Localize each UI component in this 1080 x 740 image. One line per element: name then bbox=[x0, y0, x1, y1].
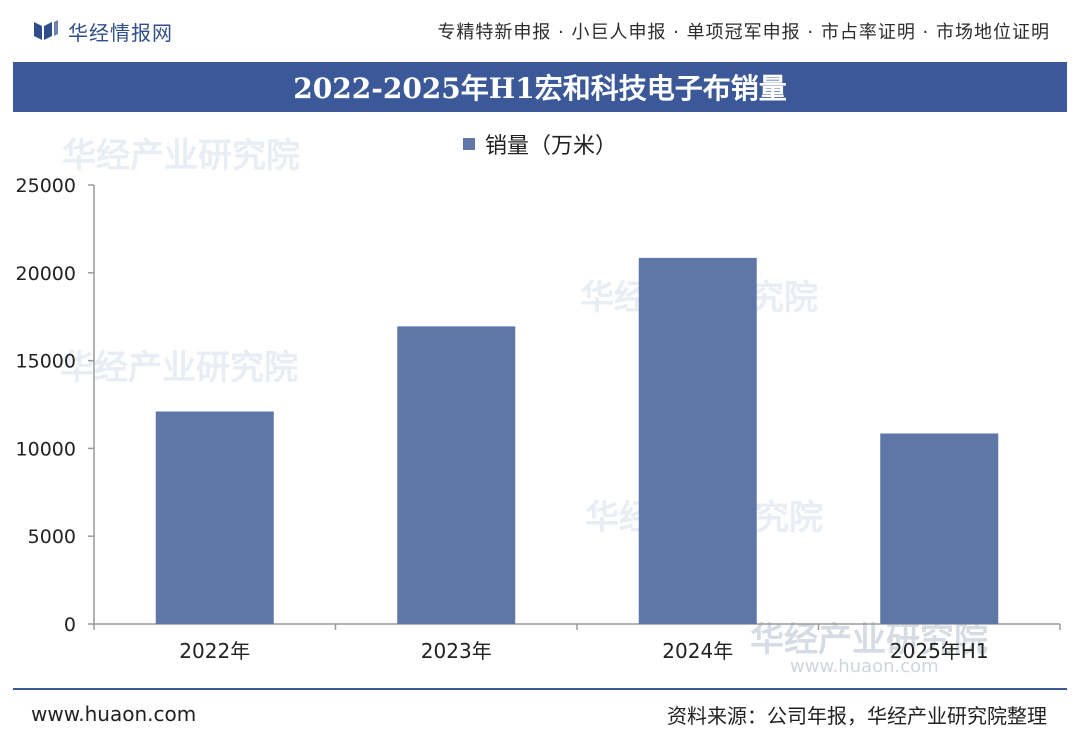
x-tick-label: 2022年 bbox=[179, 639, 250, 663]
title-bar: 2022-2025年H1宏和科技电子布销量 bbox=[13, 62, 1067, 112]
top-bar: 华经情报网 专精特新申报 · 小巨人申报 · 单项冠军申报 · 市占率证明 · … bbox=[0, 0, 1080, 62]
bar bbox=[638, 257, 757, 624]
bar bbox=[397, 326, 516, 624]
bar bbox=[155, 411, 274, 624]
y-tick-label: 5000 bbox=[28, 526, 76, 548]
services-list: 专精特新申报 · 小巨人申报 · 单项冠军申报 · 市占率证明 · 市场地位证明 bbox=[437, 22, 1050, 43]
legend-swatch bbox=[462, 138, 475, 150]
footer: www.huaon.com 资料来源：公司年报，华经产业研究院整理 bbox=[13, 688, 1067, 740]
y-tick-label: 15000 bbox=[16, 351, 76, 373]
y-tick-label: 0 bbox=[64, 614, 76, 636]
footer-site[interactable]: www.huaon.com bbox=[31, 702, 197, 726]
watermark-url: www.huaon.com bbox=[790, 656, 939, 677]
x-tick-label: 2023年 bbox=[421, 639, 492, 663]
bar bbox=[880, 433, 999, 624]
brand[interactable]: 华经情报网 bbox=[34, 17, 173, 46]
x-tick-label: 2025年H1 bbox=[890, 639, 989, 663]
brand-logo-icon bbox=[34, 20, 58, 40]
y-tick-label: 10000 bbox=[16, 438, 76, 460]
y-tick-label: 20000 bbox=[16, 263, 76, 285]
chart-legend: 销量（万米） bbox=[0, 128, 1080, 160]
footer-source: 资料来源：公司年报，华经产业研究院整理 bbox=[667, 703, 1047, 728]
x-tick-label: 2024年 bbox=[662, 639, 733, 663]
y-tick-label: 25000 bbox=[16, 175, 76, 197]
chart-title: 2022-2025年H1宏和科技电子布销量 bbox=[293, 72, 787, 105]
legend-label: 销量（万米） bbox=[484, 134, 617, 159]
brand-name: 华经情报网 bbox=[68, 20, 173, 45]
